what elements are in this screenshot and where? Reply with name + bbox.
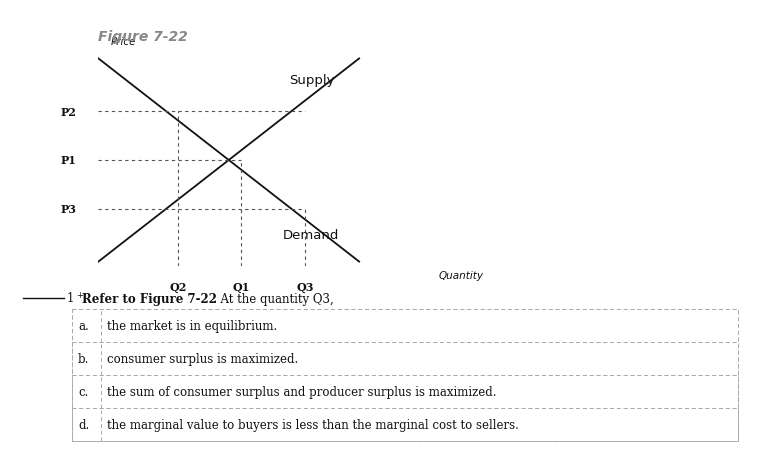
Text: . At the quantity Q3,: . At the quantity Q3, [213, 292, 335, 305]
Text: Q1: Q1 [233, 281, 250, 292]
Text: the marginal value to buyers is less than the marginal cost to sellers.: the marginal value to buyers is less tha… [107, 418, 519, 431]
Text: Price: Price [111, 37, 136, 47]
Text: P3: P3 [60, 204, 76, 215]
Text: d.: d. [78, 418, 89, 431]
Text: c.: c. [78, 385, 89, 398]
Text: Figure 7-22: Figure 7-22 [98, 30, 188, 44]
Text: P1: P1 [61, 155, 76, 166]
Text: the sum of consumer surplus and producer surplus is maximized.: the sum of consumer surplus and producer… [107, 385, 497, 398]
Text: P2: P2 [61, 106, 76, 118]
Text: consumer surplus is maximized.: consumer surplus is maximized. [107, 352, 298, 365]
Text: b.: b. [78, 352, 89, 365]
Text: Q3: Q3 [296, 281, 314, 292]
Text: Quantity: Quantity [438, 270, 484, 280]
Text: 1: 1 [67, 292, 74, 305]
Text: Q2: Q2 [170, 281, 186, 292]
Text: Supply: Supply [289, 74, 335, 87]
Text: a.: a. [78, 319, 89, 332]
Text: the market is in equilibrium.: the market is in equilibrium. [107, 319, 277, 332]
Text: Demand: Demand [283, 228, 339, 241]
Text: +: + [76, 291, 83, 300]
Text: Refer to Figure 7-22: Refer to Figure 7-22 [82, 292, 217, 305]
